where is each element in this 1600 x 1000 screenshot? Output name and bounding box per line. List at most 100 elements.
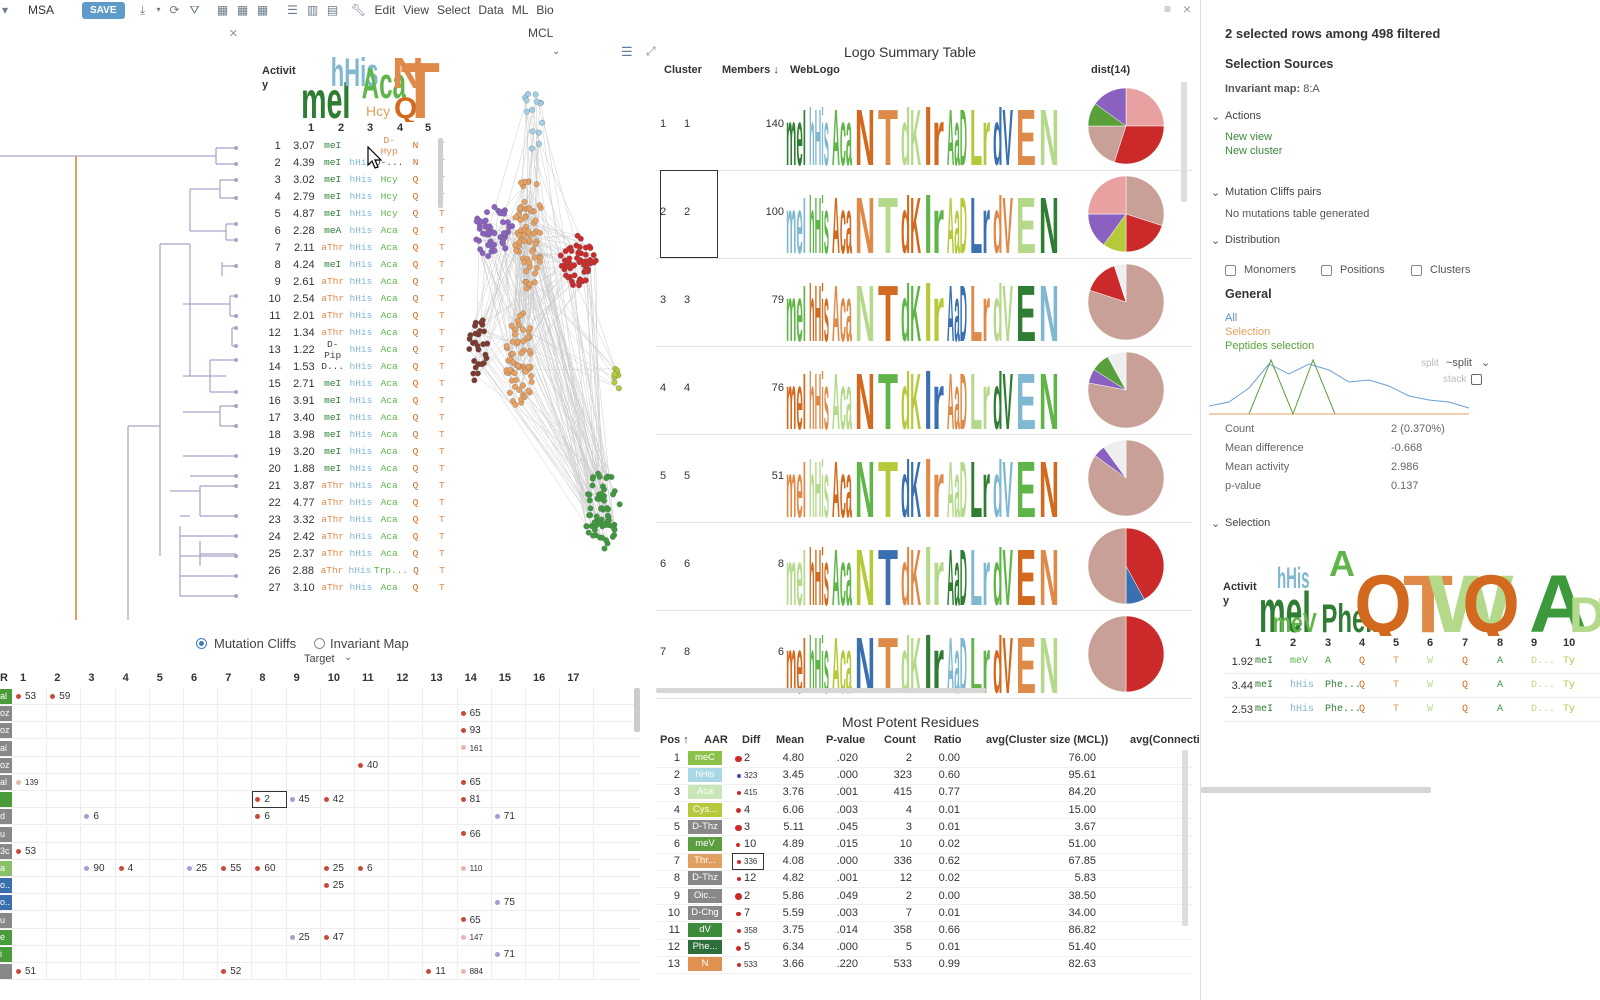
mcl-node[interactable] xyxy=(491,204,498,210)
mpr-scrollbar[interactable] xyxy=(1182,750,1188,926)
mcl-node[interactable] xyxy=(518,179,524,186)
mcl-node[interactable] xyxy=(531,279,538,286)
mcl-node[interactable] xyxy=(521,238,528,245)
mpr-aar-badge[interactable]: D-Thz xyxy=(688,871,722,886)
mcl-node[interactable] xyxy=(529,248,536,255)
table-icon[interactable]: ☰ xyxy=(287,3,298,17)
mcl-node[interactable] xyxy=(472,322,478,329)
mcl-node[interactable] xyxy=(523,268,530,275)
mc-cell[interactable]: 81 xyxy=(460,791,481,808)
mcl-node[interactable] xyxy=(589,482,596,489)
mc-cell[interactable]: 161 xyxy=(460,740,483,757)
msa-position-3[interactable]: 3 xyxy=(367,122,374,134)
msa-row[interactable]: 27 3.10 aThr hHis Aca Q T xyxy=(260,579,456,596)
mcl-node[interactable] xyxy=(526,281,533,288)
mc-cell[interactable]: 66 xyxy=(460,826,481,843)
msa-row[interactable]: 6 2.28 meA hHis Aca Q T xyxy=(260,222,456,239)
mcl-node[interactable] xyxy=(508,322,515,329)
mpr-aar-badge[interactable]: Cys... xyxy=(688,802,722,817)
mc-cell[interactable]: 45 xyxy=(289,791,310,808)
bar-chart-icon[interactable]: ▤ xyxy=(326,3,339,17)
mcl-node[interactable] xyxy=(539,119,546,126)
mc-cell[interactable]: 139 xyxy=(16,774,38,791)
mc-column-header[interactable]: 14 xyxy=(464,672,477,684)
mcl-node[interactable] xyxy=(611,379,618,386)
menu-data[interactable]: Data xyxy=(478,3,504,17)
menu-view[interactable]: View xyxy=(403,3,429,17)
mc-cell[interactable]: 25 xyxy=(323,860,344,877)
mcl-node[interactable] xyxy=(484,340,491,347)
mcl-node[interactable] xyxy=(577,257,584,264)
mpr-aar-badge[interactable]: hHis xyxy=(688,768,722,783)
mc-column-header[interactable]: 2 xyxy=(54,672,61,684)
mpr-selected-cell[interactable] xyxy=(732,853,764,871)
mcl-node[interactable] xyxy=(566,255,573,262)
sel-position-header[interactable]: 2 xyxy=(1290,637,1297,649)
msa-row[interactable]: 21 3.87 aThr hHis Aca Q T xyxy=(260,477,456,494)
mpr-header-ratio[interactable]: Ratio xyxy=(934,734,962,746)
mpr-row[interactable]: 13 N 533 3.66 .220 533 0.99 82.63 xyxy=(656,956,1192,974)
mcl-node[interactable] xyxy=(532,217,539,224)
msa-row[interactable]: 8 4.24 meI hHis Aca Q T xyxy=(260,256,456,273)
sel-position-header[interactable]: 3 xyxy=(1325,637,1332,649)
mpr-header-pos[interactable]: Pos ↑ xyxy=(660,734,689,746)
mcl-node[interactable] xyxy=(578,250,584,257)
mc-cell[interactable]: 52 xyxy=(221,963,241,980)
chevron-down-icon[interactable]: ▾ xyxy=(156,5,161,14)
mpr-row[interactable]: 8 D-Thz 12 4.82 .001 12 0.02 5.83 xyxy=(656,870,1192,888)
mcl-node[interactable] xyxy=(471,377,478,384)
mc-column-header[interactable]: 3 xyxy=(88,672,95,684)
mc-row-label[interactable]: d xyxy=(0,809,12,825)
mcl-node[interactable] xyxy=(611,526,618,533)
radio-invariant-map[interactable] xyxy=(314,638,325,649)
mpr-header-diff[interactable]: Diff xyxy=(742,734,761,746)
mpr-header-aar[interactable]: AAR xyxy=(704,734,728,746)
mc-cell[interactable]: 6 xyxy=(358,860,373,877)
target-chevron-down-icon[interactable]: ⌄ xyxy=(344,652,353,663)
mcl-node[interactable] xyxy=(598,491,605,498)
mcl-node[interactable] xyxy=(479,250,486,257)
distribution-histogram[interactable] xyxy=(1209,340,1479,420)
sel-position-header[interactable]: 1 xyxy=(1255,637,1262,649)
legend-all[interactable]: All xyxy=(1225,312,1238,324)
mcl-node[interactable] xyxy=(532,91,539,98)
dendrogram-tree[interactable] xyxy=(0,136,260,620)
mcl-node[interactable] xyxy=(516,386,523,393)
mc-column-header[interactable]: 5 xyxy=(156,672,163,684)
mcl-node[interactable] xyxy=(476,237,483,244)
mc-row-label[interactable]: al xyxy=(0,775,12,790)
sel-position-header[interactable]: 6 xyxy=(1427,637,1434,649)
split-select[interactable]: ~split xyxy=(1446,357,1472,369)
mpr-row[interactable]: 12 Phe... 5 6.34 .000 5 0.01 51.40 xyxy=(656,939,1192,957)
mcl-node[interactable] xyxy=(527,325,534,332)
mc-cell[interactable]: 75 xyxy=(494,894,515,911)
mcl-node[interactable] xyxy=(519,326,526,333)
mcl-node[interactable] xyxy=(609,533,616,540)
msa-row[interactable]: 15 2.71 meI hHis Aca Q T xyxy=(260,375,456,392)
selection-header[interactable]: Selection xyxy=(1225,517,1271,529)
actions-header[interactable]: Actions xyxy=(1225,110,1262,122)
mc-selected-cell[interactable] xyxy=(252,791,287,809)
mcl-node[interactable] xyxy=(470,340,476,346)
mcl-node[interactable] xyxy=(509,338,516,345)
mcl-node[interactable] xyxy=(521,199,528,205)
mc-cell[interactable]: 884 xyxy=(460,963,483,980)
mcl-node[interactable] xyxy=(491,247,498,254)
lst-dist-pie[interactable] xyxy=(1086,526,1166,606)
mc-cell[interactable]: 65 xyxy=(460,912,481,929)
grid-layout-icon[interactable]: ▦ xyxy=(216,3,229,17)
mcl-node[interactable] xyxy=(516,232,523,239)
new-cluster-link[interactable]: New cluster xyxy=(1225,145,1283,157)
positions-checkbox-box[interactable] xyxy=(1321,264,1332,276)
save-button[interactable]: SAVE xyxy=(82,1,125,19)
expand-icon[interactable]: ⤢ xyxy=(646,44,656,58)
mcl-node[interactable] xyxy=(466,346,473,353)
mcl-node[interactable] xyxy=(603,475,610,482)
mcl-node[interactable] xyxy=(533,264,540,271)
mcl-node[interactable] xyxy=(499,239,506,246)
